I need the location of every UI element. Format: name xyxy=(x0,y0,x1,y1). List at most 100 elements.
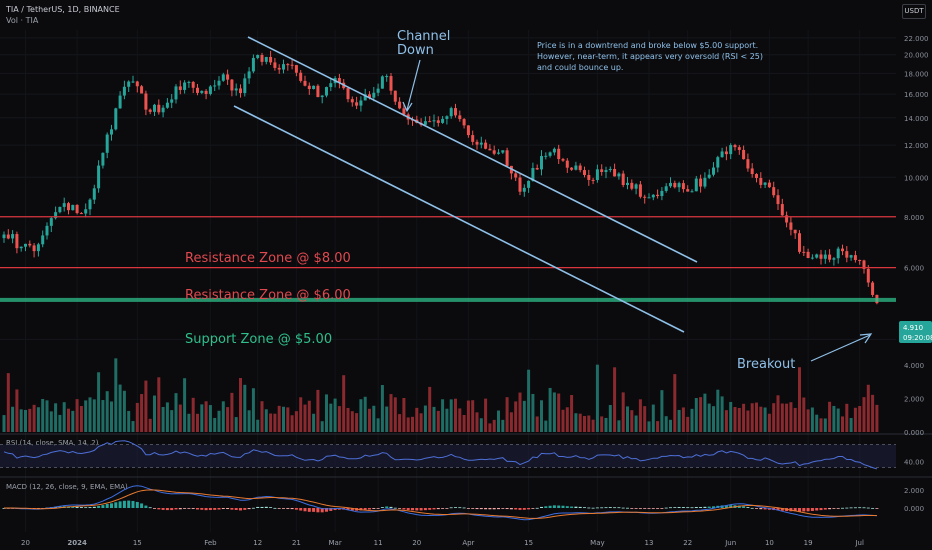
candle-body[interactable] xyxy=(307,85,311,90)
candle-body[interactable] xyxy=(673,182,677,188)
candle-body[interactable] xyxy=(484,142,488,149)
candle-body[interactable] xyxy=(67,203,70,211)
candle-body[interactable] xyxy=(492,150,496,154)
candle-body[interactable] xyxy=(724,151,728,155)
candle-body[interactable] xyxy=(630,182,634,189)
candle-body[interactable] xyxy=(595,169,599,181)
candle-body[interactable] xyxy=(578,165,582,171)
candle-body[interactable] xyxy=(436,120,440,123)
candle-body[interactable] xyxy=(230,79,234,91)
candle-body[interactable] xyxy=(841,248,844,252)
candle-body[interactable] xyxy=(591,179,595,181)
candle-body[interactable] xyxy=(320,95,324,98)
candle-body[interactable] xyxy=(118,95,122,109)
candle-body[interactable] xyxy=(699,178,703,187)
candle-body[interactable] xyxy=(750,168,754,175)
candle-body[interactable] xyxy=(131,81,135,83)
candle-body[interactable] xyxy=(871,282,875,295)
candle-body[interactable] xyxy=(92,188,96,200)
candle-body[interactable] xyxy=(694,178,698,192)
candle-body[interactable] xyxy=(793,229,797,234)
candle-body[interactable] xyxy=(780,204,784,216)
candle-body[interactable] xyxy=(681,183,685,190)
candle-body[interactable] xyxy=(664,186,668,191)
candle-body[interactable] xyxy=(772,187,776,196)
candle-body[interactable] xyxy=(174,86,178,100)
candle-body[interactable] xyxy=(226,74,230,80)
candle-body[interactable] xyxy=(501,150,505,153)
candle-body[interactable] xyxy=(428,121,432,123)
candle-body[interactable] xyxy=(337,78,341,83)
candle-body[interactable] xyxy=(380,76,384,89)
candle-body[interactable] xyxy=(398,101,402,109)
candle-body[interactable] xyxy=(79,213,83,215)
candle-body[interactable] xyxy=(806,251,810,258)
candle-body[interactable] xyxy=(458,115,462,120)
candle-body[interactable] xyxy=(286,64,290,66)
candle-body[interactable] xyxy=(832,258,836,260)
candle-body[interactable] xyxy=(703,177,707,187)
candle-body[interactable] xyxy=(368,94,371,98)
candle-body[interactable] xyxy=(531,168,535,181)
candle-body[interactable] xyxy=(105,134,109,153)
candle-body[interactable] xyxy=(19,246,23,249)
candle-body[interactable] xyxy=(385,76,389,78)
candle-body[interactable] xyxy=(251,57,255,72)
candle-body[interactable] xyxy=(282,64,285,70)
candle-body[interactable] xyxy=(527,180,531,188)
candle-body[interactable] xyxy=(161,107,165,113)
candle-body[interactable] xyxy=(755,174,758,179)
candle-body[interactable] xyxy=(316,85,320,98)
candle-body[interactable] xyxy=(15,234,19,249)
candle-body[interactable] xyxy=(677,183,681,188)
candle-body[interactable] xyxy=(256,55,260,58)
candle-body[interactable] xyxy=(540,156,543,170)
candle-body[interactable] xyxy=(789,222,793,230)
candle-body[interactable] xyxy=(445,116,449,119)
candle-body[interactable] xyxy=(548,152,552,156)
candle-body[interactable] xyxy=(135,81,139,87)
candle-body[interactable] xyxy=(514,173,518,178)
candle-body[interactable] xyxy=(866,268,870,283)
candle-body[interactable] xyxy=(243,78,247,94)
candle-body[interactable] xyxy=(522,187,526,192)
candle-body[interactable] xyxy=(204,90,208,94)
candle-body[interactable] xyxy=(213,85,217,87)
candle-body[interactable] xyxy=(466,125,470,136)
candle-body[interactable] xyxy=(2,234,6,239)
candle-body[interactable] xyxy=(720,151,724,158)
candle-body[interactable] xyxy=(544,155,548,157)
candle-body[interactable] xyxy=(638,184,642,197)
candle-body[interactable] xyxy=(737,147,741,150)
candle-body[interactable] xyxy=(557,148,561,160)
candle-body[interactable] xyxy=(62,203,66,207)
candle-body[interactable] xyxy=(776,195,780,205)
candle-body[interactable] xyxy=(815,254,819,258)
candle-body[interactable] xyxy=(690,191,694,193)
candle-body[interactable] xyxy=(617,173,621,177)
support-zone-band[interactable] xyxy=(0,297,896,302)
channel-lines[interactable] xyxy=(233,36,698,333)
candle-body[interactable] xyxy=(849,255,853,258)
candle-body[interactable] xyxy=(6,234,10,239)
candle-body[interactable] xyxy=(608,168,612,171)
candle-body[interactable] xyxy=(200,90,204,93)
candle-body[interactable] xyxy=(303,80,307,86)
candle-body[interactable] xyxy=(290,64,294,66)
candle-body[interactable] xyxy=(273,62,277,68)
candle-body[interactable] xyxy=(101,152,105,166)
candle-body[interactable] xyxy=(819,254,823,259)
candle-body[interactable] xyxy=(170,99,174,103)
candle-body[interactable] xyxy=(845,251,849,258)
candle-body[interactable] xyxy=(802,251,806,253)
candle-body[interactable] xyxy=(359,100,363,106)
candle-body[interactable] xyxy=(234,88,238,91)
candle-body[interactable] xyxy=(570,167,574,170)
candle-body[interactable] xyxy=(24,243,27,247)
candle-body[interactable] xyxy=(41,235,45,245)
candle-body[interactable] xyxy=(221,74,225,81)
candle-body[interactable] xyxy=(587,174,591,180)
candle-body[interactable] xyxy=(148,109,152,112)
candle-body[interactable] xyxy=(54,212,58,219)
candle-body[interactable] xyxy=(441,118,445,123)
